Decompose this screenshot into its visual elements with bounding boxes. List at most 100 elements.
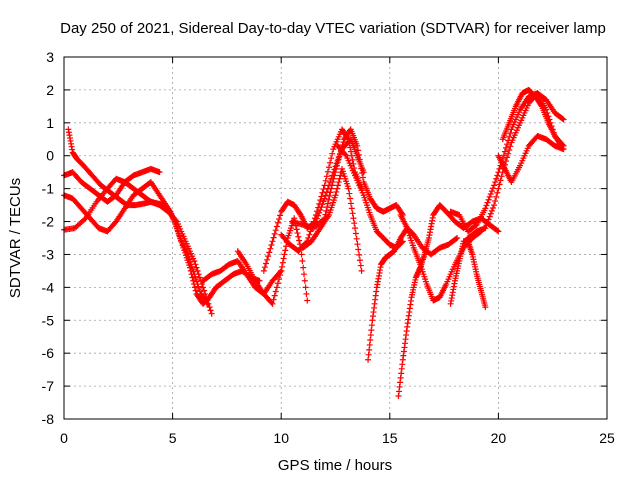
data-point xyxy=(196,274,203,281)
data-point xyxy=(560,146,567,153)
data-point xyxy=(281,251,288,258)
data-point xyxy=(260,267,267,274)
data-point xyxy=(295,233,302,240)
data-point xyxy=(277,212,284,219)
data-point xyxy=(336,153,343,160)
data-point xyxy=(495,185,502,192)
data-point xyxy=(497,177,504,184)
data-point xyxy=(560,116,567,123)
data-point xyxy=(329,150,336,157)
data-point xyxy=(206,304,213,311)
data-point xyxy=(495,228,502,235)
series-track-11 xyxy=(334,142,406,251)
data-point xyxy=(501,148,508,155)
data-point xyxy=(349,210,356,217)
data-point xyxy=(494,189,501,196)
data-point xyxy=(273,284,280,291)
y-tick-label: 0 xyxy=(46,148,54,164)
series-track-15 xyxy=(447,238,489,311)
data-point xyxy=(349,156,356,163)
data-point xyxy=(282,247,289,254)
data-point xyxy=(205,300,212,307)
data-point xyxy=(327,189,334,196)
data-point xyxy=(191,258,198,265)
chart-title: Day 250 of 2021, Sidereal Day-to-day VTE… xyxy=(60,20,606,37)
data-point xyxy=(332,192,339,199)
data-point xyxy=(348,205,355,212)
data-point xyxy=(454,235,461,241)
y-axis-title: SDTVAR / TECUs xyxy=(7,178,24,298)
data-point xyxy=(494,227,501,234)
y-tick-label: -7 xyxy=(42,378,55,394)
data-point xyxy=(201,287,208,294)
data-point xyxy=(328,185,335,192)
data-point xyxy=(335,156,342,163)
data-point xyxy=(487,190,494,197)
data-point xyxy=(340,139,347,146)
data-point xyxy=(484,199,491,206)
data-point xyxy=(264,256,271,263)
data-point xyxy=(310,218,317,225)
data-point xyxy=(302,284,309,291)
data-point xyxy=(358,267,365,274)
data-point xyxy=(323,207,330,214)
data-point xyxy=(156,169,163,176)
data-point xyxy=(336,175,343,182)
data-point xyxy=(272,288,279,295)
data-point xyxy=(325,196,332,203)
data-point xyxy=(355,246,362,253)
data-point xyxy=(334,182,341,189)
data-point xyxy=(323,173,330,180)
data-point xyxy=(356,156,363,163)
data-point xyxy=(486,213,493,220)
data-point xyxy=(331,172,338,179)
x-tick-label: 0 xyxy=(60,430,68,446)
data-point xyxy=(354,241,361,248)
data-point xyxy=(355,147,362,154)
data-point xyxy=(293,226,300,233)
data-point xyxy=(268,241,275,248)
data-point xyxy=(333,188,340,195)
data-point xyxy=(271,292,278,299)
data-point xyxy=(359,170,366,177)
data-point xyxy=(355,151,362,158)
data-point xyxy=(204,297,211,304)
data-point xyxy=(350,215,357,222)
data-point xyxy=(200,284,207,291)
data-point xyxy=(301,277,308,284)
data-point xyxy=(274,219,281,226)
x-tick-label: 10 xyxy=(273,430,289,446)
data-point xyxy=(261,264,268,271)
data-point xyxy=(485,196,492,203)
data-point xyxy=(283,243,290,250)
data-point xyxy=(494,172,501,179)
data-point xyxy=(488,207,495,214)
data-point xyxy=(503,158,510,165)
data-point xyxy=(321,195,328,202)
data-point xyxy=(491,202,498,209)
data-point xyxy=(198,281,205,288)
data-point xyxy=(193,264,200,271)
data-point xyxy=(207,307,214,314)
data-point xyxy=(347,144,354,151)
x-axis-title: GPS time / hours xyxy=(278,457,392,474)
data-point xyxy=(356,251,363,258)
data-point xyxy=(358,165,365,172)
data-point xyxy=(203,294,210,301)
data-point xyxy=(303,290,310,297)
data-point xyxy=(305,235,312,241)
data-point xyxy=(192,287,199,294)
data-point xyxy=(318,193,325,200)
data-point xyxy=(493,193,500,200)
data-point xyxy=(316,200,323,207)
data-point xyxy=(272,227,279,234)
y-tick-label: -1 xyxy=(42,181,55,197)
data-point xyxy=(267,245,274,252)
data-point xyxy=(279,259,286,266)
data-point xyxy=(194,267,201,274)
data-point xyxy=(488,188,495,195)
y-tick-label: 2 xyxy=(46,82,54,98)
plot-frame xyxy=(63,56,608,420)
data-point xyxy=(496,181,503,188)
